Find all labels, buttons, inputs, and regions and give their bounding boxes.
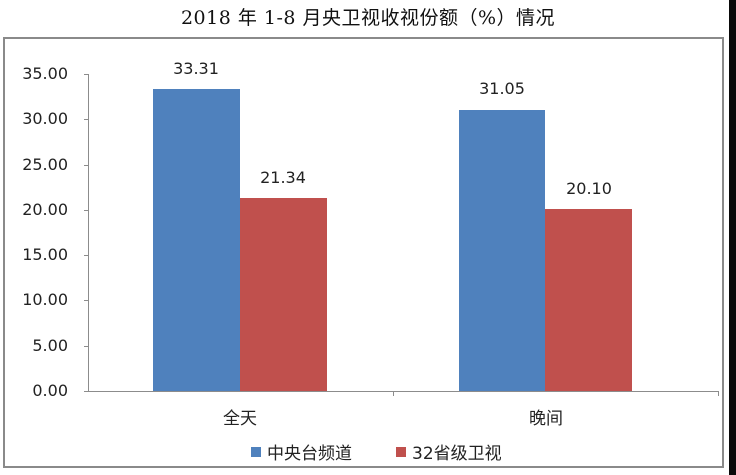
bar-cctv-evening <box>459 110 545 391</box>
y-tick <box>84 210 89 211</box>
legend-item-cctv: 中央台频道 <box>251 439 352 464</box>
edge-strip <box>729 0 736 475</box>
data-label: 33.31 <box>173 59 219 78</box>
y-tick-label: 35.00 <box>22 64 68 83</box>
bar-provincial-evening <box>545 209 632 391</box>
y-tick-label: 15.00 <box>22 245 68 264</box>
y-tick <box>84 255 89 256</box>
y-tick <box>84 300 89 301</box>
y-tick-label: 0.00 <box>32 381 68 400</box>
y-tick-label: 10.00 <box>22 290 68 309</box>
y-tick <box>84 346 89 347</box>
y-tick <box>84 391 89 392</box>
legend-swatch-icon <box>251 446 261 457</box>
legend-label: 32省级卫视 <box>412 444 502 464</box>
bar-provincial-allday <box>240 198 327 391</box>
y-tick-label: 25.00 <box>22 155 68 174</box>
data-label: 31.05 <box>479 79 525 98</box>
y-tick <box>84 119 89 120</box>
y-tick-label: 20.00 <box>22 200 68 219</box>
data-label: 20.10 <box>566 179 612 198</box>
chart-title: 2018 年 1-8 月央卫视收视份额（%）情况 <box>180 7 556 29</box>
x-category-label: 晚间 <box>529 409 563 429</box>
x-axis-line <box>88 391 719 392</box>
y-axis-line <box>88 74 89 392</box>
y-tick-label: 30.00 <box>22 109 68 128</box>
bar-cctv-allday <box>153 89 240 391</box>
y-tick-label: 5.00 <box>32 336 68 355</box>
x-tick <box>393 391 394 396</box>
legend-swatch-icon <box>396 446 406 457</box>
legend-item-provincial: 32省级卫视 <box>396 439 502 464</box>
data-label: 21.34 <box>260 168 306 187</box>
legend-label: 中央台频道 <box>267 444 352 464</box>
x-category-label: 全天 <box>223 409 257 429</box>
y-tick <box>84 165 89 166</box>
y-tick <box>84 74 89 75</box>
x-tick <box>718 391 719 396</box>
